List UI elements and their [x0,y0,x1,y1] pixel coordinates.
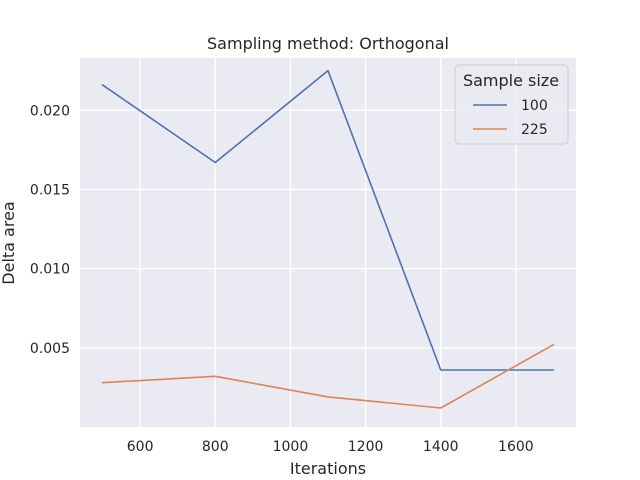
series-lines [101,69,555,409]
y-tick-label: 0.005 [30,341,70,357]
x-tick-label: 1600 [498,439,534,455]
legend-label-225: 225 [521,122,548,138]
x-tick-label: 800 [202,439,229,455]
legend-entries: 100 225 [473,98,548,138]
x-tick-label: 1400 [423,439,459,455]
series-line-225 [101,343,555,409]
y-tick-label: 0.015 [30,182,70,198]
y-tick-label: 0.020 [30,103,70,119]
legend-label-100: 100 [521,98,548,114]
x-tick-label: 600 [127,439,154,455]
legend-box [454,64,569,145]
series-line-100 [101,69,555,371]
x-tick-labels: 600 800 1000 1200 1400 1600 [127,439,534,455]
x-axis-label: Iterations [290,459,366,478]
legend-title: Sample size [463,71,559,90]
y-axis-label: Delta area [0,201,18,284]
x-tick-label: 1200 [348,439,384,455]
legend: Sample size 100 225 [454,64,569,145]
y-tick-labels: 0.005 0.010 0.015 0.020 [30,103,70,357]
chart-title: Sampling method: Orthogonal [207,34,449,53]
y-tick-label: 0.010 [30,262,70,278]
x-tick-label: 1000 [273,439,309,455]
